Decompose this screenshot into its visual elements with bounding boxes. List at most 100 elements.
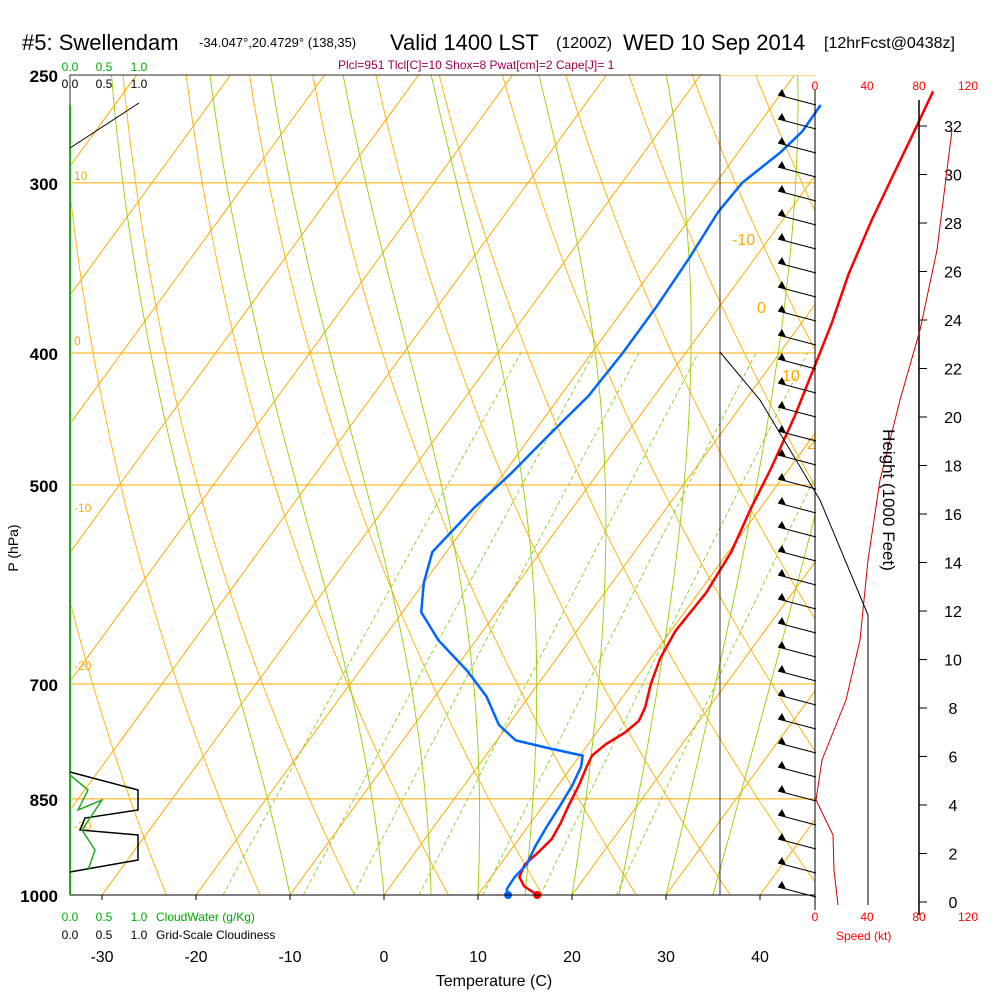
wind-barb-flag <box>778 185 786 193</box>
cloudwater-tick-top: 0.5 <box>96 60 113 74</box>
isotherm-line <box>665 690 815 895</box>
mixing-ratio-line <box>482 352 757 895</box>
wind-barb <box>777 737 817 754</box>
wind-barb-shaft <box>777 694 817 706</box>
height-tick-label: 0 <box>949 895 958 912</box>
wind-barb <box>777 209 817 226</box>
wind-barb-shaft <box>777 718 817 730</box>
wind-barb-shaft <box>777 310 817 322</box>
cloudiness-legend: Grid-Scale Cloudiness <box>156 928 275 942</box>
wind-barb-flag <box>778 137 786 145</box>
wind-barb <box>777 137 817 154</box>
pressure-tick-label: 500 <box>30 477 58 496</box>
isotherm-line <box>70 75 326 425</box>
mixing-ratio-label: 12 <box>547 901 561 915</box>
wind-panel: 0040408080120120024681012141618202224262… <box>719 79 978 924</box>
wind-barb-flag <box>778 641 786 649</box>
isotherm-label: -10 <box>732 232 755 249</box>
wind-envelope-line <box>719 351 869 905</box>
isotherm-label: 0 <box>757 300 766 317</box>
cloudwater-tick-top: 1.0 <box>131 60 148 74</box>
wind-barb-flag <box>778 473 786 481</box>
wind-barb <box>777 161 817 178</box>
wind-barb <box>777 761 817 778</box>
isotherm-label: 20 <box>807 436 825 453</box>
dry-adiabat-line <box>312 75 637 895</box>
wind-barb-shaft <box>777 742 817 754</box>
wind-barb <box>777 353 817 370</box>
wind-barb <box>777 377 817 394</box>
wind-barb-shaft <box>777 478 817 490</box>
pressure-tick-label: 1000 <box>20 887 58 906</box>
station-title: #5: Swellendam <box>22 30 179 55</box>
utc-time: (1200Z) <box>556 35 612 52</box>
wind-barb-shaft <box>777 670 817 682</box>
wind-barb <box>777 665 817 682</box>
speed-tick-label-bottom: 0 <box>812 910 819 924</box>
wind-barb-flag <box>778 209 786 217</box>
dry-adiabat-line <box>375 75 731 895</box>
sounding-indices: Plcl=951 Tlcl[C]=10 Shox=8 Pwat[cm]=2 Ca… <box>338 58 615 72</box>
wind-barb <box>777 593 817 610</box>
adiabat-label: 0 <box>74 334 81 348</box>
valid-time: Valid 1400 LST <box>390 30 539 55</box>
cloudwater-legend: CloudWater (g/Kg) <box>156 910 255 924</box>
wind-barb <box>777 641 817 658</box>
pressure-tick-label: 250 <box>30 67 58 86</box>
wind-barb-flag <box>778 785 786 793</box>
valid-date: WED 10 Sep 2014 <box>623 30 805 55</box>
moist-adiabat-line <box>430 75 538 895</box>
moist-adiabat-line <box>665 75 799 895</box>
wind-barb-shaft <box>777 598 817 610</box>
wind-barb-flag <box>778 401 786 409</box>
height-tick-label: 6 <box>949 750 958 767</box>
moist-adiabat-line <box>209 75 385 895</box>
height-tick-label: 14 <box>944 556 962 573</box>
height-tick-label: 30 <box>944 168 962 185</box>
wind-barb-shaft <box>777 238 817 250</box>
dry-adiabat-line <box>438 75 815 883</box>
height-tick-label: 28 <box>944 216 962 233</box>
speed-tick-label-top: 120 <box>958 79 978 93</box>
wind-barb-shaft <box>777 502 817 514</box>
adiabat-label: -20 <box>74 659 92 673</box>
wind-barb-shaft <box>777 118 817 130</box>
wind-barb-flag <box>778 377 786 385</box>
height-tick-label: 2 <box>949 847 958 864</box>
wind-barb-flag <box>778 329 786 337</box>
cloudwater-tick-bottom: 0.0 <box>62 910 79 924</box>
speed-tick-label-bottom: 80 <box>912 910 926 924</box>
sounding-lines <box>419 90 935 899</box>
dry-adiabat-line <box>185 75 449 895</box>
temperature-line <box>518 90 935 897</box>
wind-barb-flag <box>778 89 786 97</box>
wind-barb-shaft <box>777 262 817 274</box>
moist-adiabat-line <box>342 75 481 895</box>
isotherm-line <box>70 75 514 683</box>
wind-barb-shaft <box>777 382 817 394</box>
wind-barb <box>777 689 817 706</box>
speed-tick-label-bottom: 40 <box>860 910 874 924</box>
wind-barb-flag <box>778 809 786 817</box>
wind-barb-flag <box>778 689 786 697</box>
cloudiness-tick-bottom: 0.0 <box>62 928 79 942</box>
adiabat-label: 10 <box>74 169 88 183</box>
height-tick-label: 18 <box>944 459 962 476</box>
wind-barb <box>777 329 817 346</box>
wind-barb <box>777 425 817 442</box>
dewpoint-line <box>419 104 822 896</box>
pressure-tick-label: 300 <box>30 175 58 194</box>
height-tick-label: 12 <box>944 604 962 621</box>
wind-speed-profile <box>815 129 953 906</box>
wind-barb-shaft <box>777 214 817 226</box>
wind-barb-flag <box>778 425 786 433</box>
wind-barb-flag <box>778 449 786 457</box>
temperature-tick-label: 0 <box>380 949 389 966</box>
wind-barb-shaft <box>777 790 817 802</box>
wind-barb-shaft <box>777 334 817 346</box>
wind-barb <box>777 497 817 514</box>
wind-barb-flag <box>778 161 786 169</box>
station-coords: -34.047°,20.4729° (138,35) <box>199 35 356 50</box>
wind-barb <box>777 473 817 490</box>
